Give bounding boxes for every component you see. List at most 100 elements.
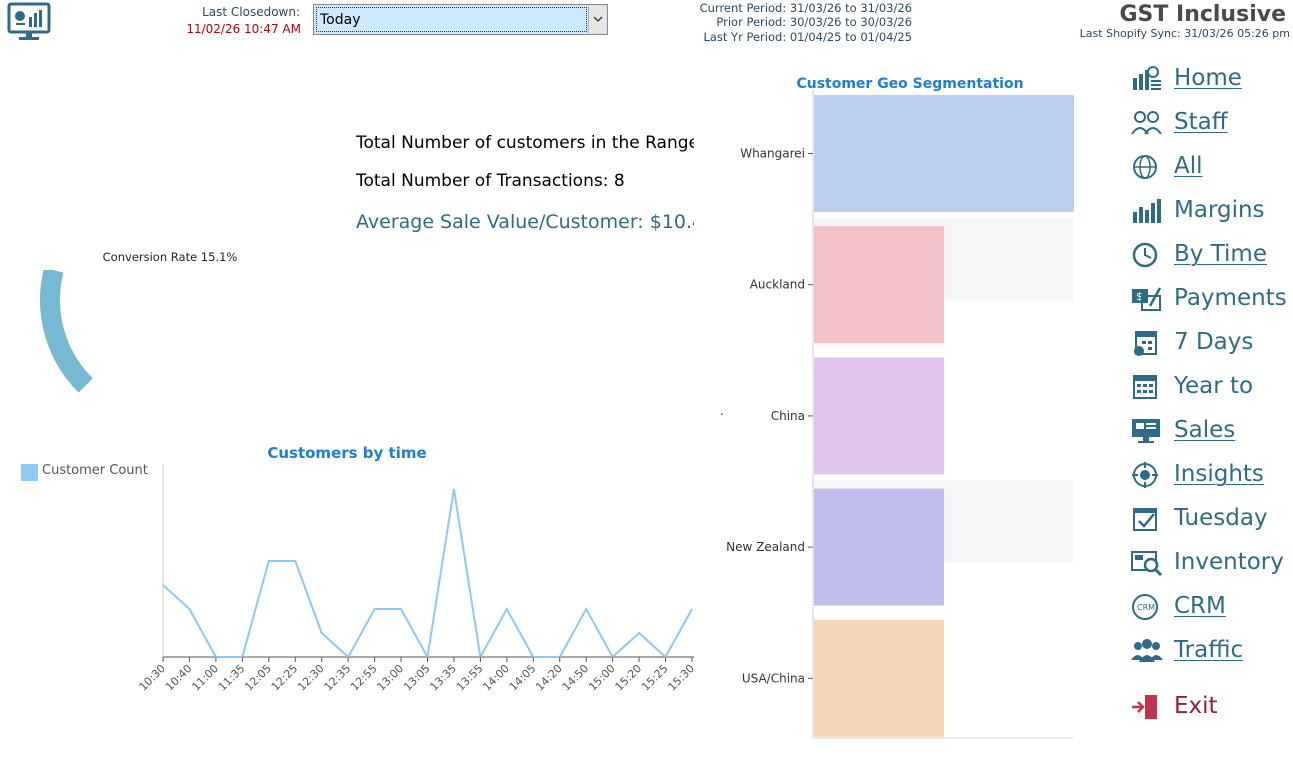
nav-crm[interactable]: CRM CRM xyxy=(1130,590,1293,624)
svg-text:CRM: CRM xyxy=(1137,603,1155,612)
x-tick-label: 15:20 xyxy=(613,662,645,694)
x-tick-label: 14:20 xyxy=(533,662,565,694)
period-select[interactable]: Today xyxy=(313,4,608,35)
nav-sales[interactable]: Sales xyxy=(1130,414,1293,448)
nav-by-time[interactable]: By Time xyxy=(1130,238,1293,272)
period-select-value[interactable]: Today xyxy=(316,7,587,32)
data-point[interactable] xyxy=(690,607,695,612)
dashboard-monitor-icon[interactable] xyxy=(7,2,53,42)
geo-bar[interactable] xyxy=(814,357,944,475)
conversion-gauge xyxy=(40,270,93,393)
geo-bar[interactable] xyxy=(814,488,944,606)
geo-category-label: Auckland xyxy=(750,278,805,292)
nav-traffic[interactable]: Traffic xyxy=(1130,634,1293,668)
home-icon xyxy=(1130,64,1164,94)
data-point[interactable] xyxy=(637,631,642,636)
nav-tuesday-label: Tuesday xyxy=(1174,505,1268,531)
x-tick-label: 14:00 xyxy=(480,662,512,694)
data-point[interactable] xyxy=(187,607,192,612)
geo-category-label: USA/China xyxy=(742,671,805,685)
seven-days-icon xyxy=(1130,328,1164,358)
globe-icon xyxy=(1130,152,1164,182)
series-line-customer-count xyxy=(162,488,693,661)
data-point[interactable] xyxy=(584,607,589,612)
nav-margins-label: Margins xyxy=(1174,197,1265,223)
nav-staff[interactable]: Staff xyxy=(1130,106,1293,140)
nav-insights[interactable]: Insights xyxy=(1130,458,1293,492)
customers-by-time-title: Customers by time xyxy=(267,444,427,462)
geo-segmentation-chart: Whangarei Auckland China New Zealand USA/Chi… xyxy=(720,90,1074,739)
conversion-gauge-arc xyxy=(40,270,93,393)
average-sale-text: Average Sale Value/Customer: $10.4 xyxy=(356,211,694,233)
nav-year-to-label: Year to xyxy=(1174,373,1254,399)
nav-exit[interactable]: Exit xyxy=(1130,690,1293,724)
geo-category-label: New Zealand xyxy=(726,540,805,554)
x-tick-label: 11:35 xyxy=(216,662,248,694)
current-period: Current Period: 31/03/26 to 31/03/26 xyxy=(699,1,912,15)
data-point[interactable] xyxy=(372,607,377,612)
geo-bar[interactable] xyxy=(814,226,944,344)
nav-by-time-label: By Time xyxy=(1174,241,1267,267)
conversion-rate-label: Conversion Rate 15.1% xyxy=(102,250,238,264)
geo-segmentation-title: Customer Geo Segmentation xyxy=(796,76,1024,92)
x-tick-label: 13:35 xyxy=(427,662,459,694)
nav-inventory[interactable]: Inventory xyxy=(1130,546,1293,580)
geo-category-label: China xyxy=(771,409,805,423)
x-tick-label: 12:05 xyxy=(242,662,274,694)
nav-crm-label: CRM xyxy=(1174,593,1226,619)
x-tick-label: 14:50 xyxy=(560,662,592,694)
nav-sales-label: Sales xyxy=(1174,417,1236,443)
nav-all[interactable]: All xyxy=(1130,150,1293,184)
geo-bar[interactable] xyxy=(814,95,1074,212)
last-closedown-label: Last Closedown: xyxy=(202,5,300,19)
data-point[interactable] xyxy=(399,607,404,612)
nav-year-to[interactable]: Year to xyxy=(1130,370,1293,404)
data-point[interactable] xyxy=(451,487,456,492)
x-tick-label: 12:30 xyxy=(295,662,327,694)
nav-home[interactable]: Home xyxy=(1130,62,1293,96)
last-sync-text: Last Shopify Sync: 31/03/26 05:26 pm xyxy=(1079,27,1290,40)
nav-margins[interactable]: Margins xyxy=(1130,194,1293,228)
calendar-icon xyxy=(1130,372,1164,402)
last-closedown-value: 11/02/26 10:47 AM xyxy=(186,22,301,36)
nav-payments-label: Payments xyxy=(1174,285,1287,311)
last-year-period: Last Yr Period: 01/04/25 to 01/04/25 xyxy=(703,30,912,44)
svg-text:$: $ xyxy=(1136,290,1143,303)
x-tick-label: 15:25 xyxy=(639,662,671,694)
legend-swatch[interactable] xyxy=(21,464,38,481)
geo-bar[interactable] xyxy=(814,619,944,737)
clock-icon xyxy=(1130,240,1164,270)
geo-category-label: Whangarei xyxy=(740,147,805,161)
nav-payments[interactable]: $ Payments xyxy=(1130,282,1293,316)
side-nav: Home Staff All Margins By Time $ Payment… xyxy=(1130,60,1293,760)
margins-icon xyxy=(1130,196,1164,226)
legend-label[interactable]: Customer Count xyxy=(42,463,148,478)
stray-mark: . xyxy=(720,404,724,418)
x-tick-label: 13:00 xyxy=(375,662,407,694)
nav-home-label: Home xyxy=(1174,65,1242,91)
data-point[interactable] xyxy=(319,631,324,636)
x-tick-label: 11:00 xyxy=(189,662,221,694)
data-point[interactable] xyxy=(504,607,509,612)
x-tick-label: 10:40 xyxy=(163,662,195,694)
data-point[interactable] xyxy=(266,559,271,564)
nav-inventory-label: Inventory xyxy=(1174,549,1284,575)
nav-7-days-label: 7 Days xyxy=(1174,329,1254,355)
nav-traffic-label: Traffic xyxy=(1174,637,1244,663)
gst-inclusive-title: GST Inclusive xyxy=(1119,2,1286,27)
x-tick-label: 15:00 xyxy=(586,662,618,694)
nav-tuesday[interactable]: Tuesday xyxy=(1130,502,1293,536)
nav-7-days[interactable]: 7 Days xyxy=(1130,326,1293,360)
chevron-down-icon[interactable] xyxy=(588,6,606,33)
x-tick-label: 10:30 xyxy=(137,662,169,694)
exit-icon xyxy=(1130,692,1164,722)
inventory-icon xyxy=(1130,548,1164,578)
data-point[interactable] xyxy=(161,583,166,588)
nav-staff-label: Staff xyxy=(1174,109,1228,135)
tuesday-icon xyxy=(1130,504,1164,534)
data-point[interactable] xyxy=(293,559,298,564)
x-tick-label: 13:05 xyxy=(401,662,433,694)
crm-icon: CRM xyxy=(1130,592,1164,622)
customers-by-time-chart: 10:3010:4011:0011:3512:0512:2512:3012:35… xyxy=(137,465,697,694)
x-tick-label: 14:05 xyxy=(507,662,539,694)
